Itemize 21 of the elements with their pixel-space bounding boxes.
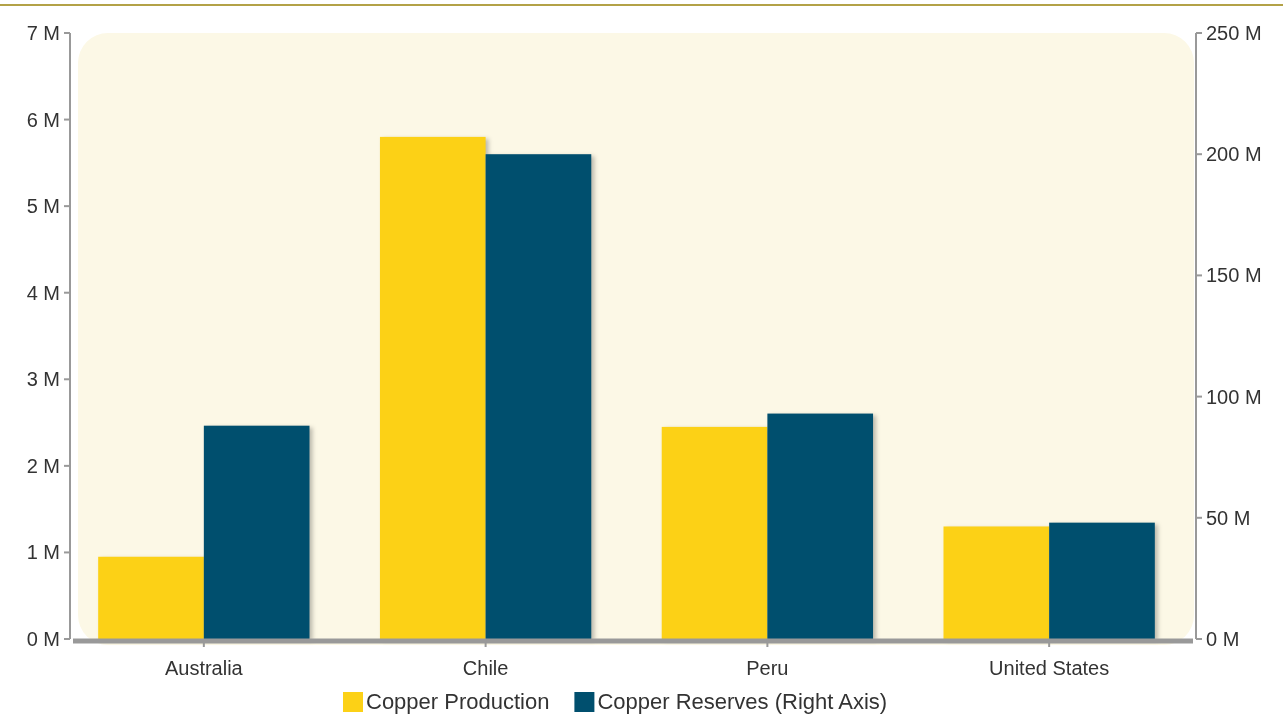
- y2-tick-label: 50 M: [1206, 506, 1251, 529]
- y-tick-label: 4 M: [26, 281, 60, 304]
- y-tick-label: 6 M: [26, 108, 60, 131]
- y-tick-label: 3 M: [26, 368, 60, 391]
- y-tick-label: 5 M: [26, 195, 60, 218]
- y2-tick-label: 200 M: [1206, 143, 1262, 166]
- y-tick-label: 7 M: [26, 22, 60, 44]
- y2-tick-label: 100 M: [1206, 385, 1262, 408]
- y-tick-label: 1 M: [26, 541, 60, 564]
- x-tick-label: United States: [989, 657, 1110, 679]
- bar: [203, 425, 310, 639]
- x-tick-label: Chile: [462, 657, 509, 679]
- x-tick-label: Australia: [164, 657, 244, 679]
- y-tick-label: 2 M: [26, 454, 60, 477]
- y2-tick-label: 250 M: [1206, 22, 1262, 44]
- y2-tick-label: 0 M: [1206, 628, 1240, 650]
- x-tick-label: Peru: [746, 657, 789, 679]
- y2-tick-label: 150 M: [1206, 264, 1262, 287]
- legend-label: Copper Production: [366, 689, 550, 714]
- legend-label: Copper Reserves (Right Axis): [597, 689, 888, 714]
- y-tick-label: 0 M: [26, 628, 60, 650]
